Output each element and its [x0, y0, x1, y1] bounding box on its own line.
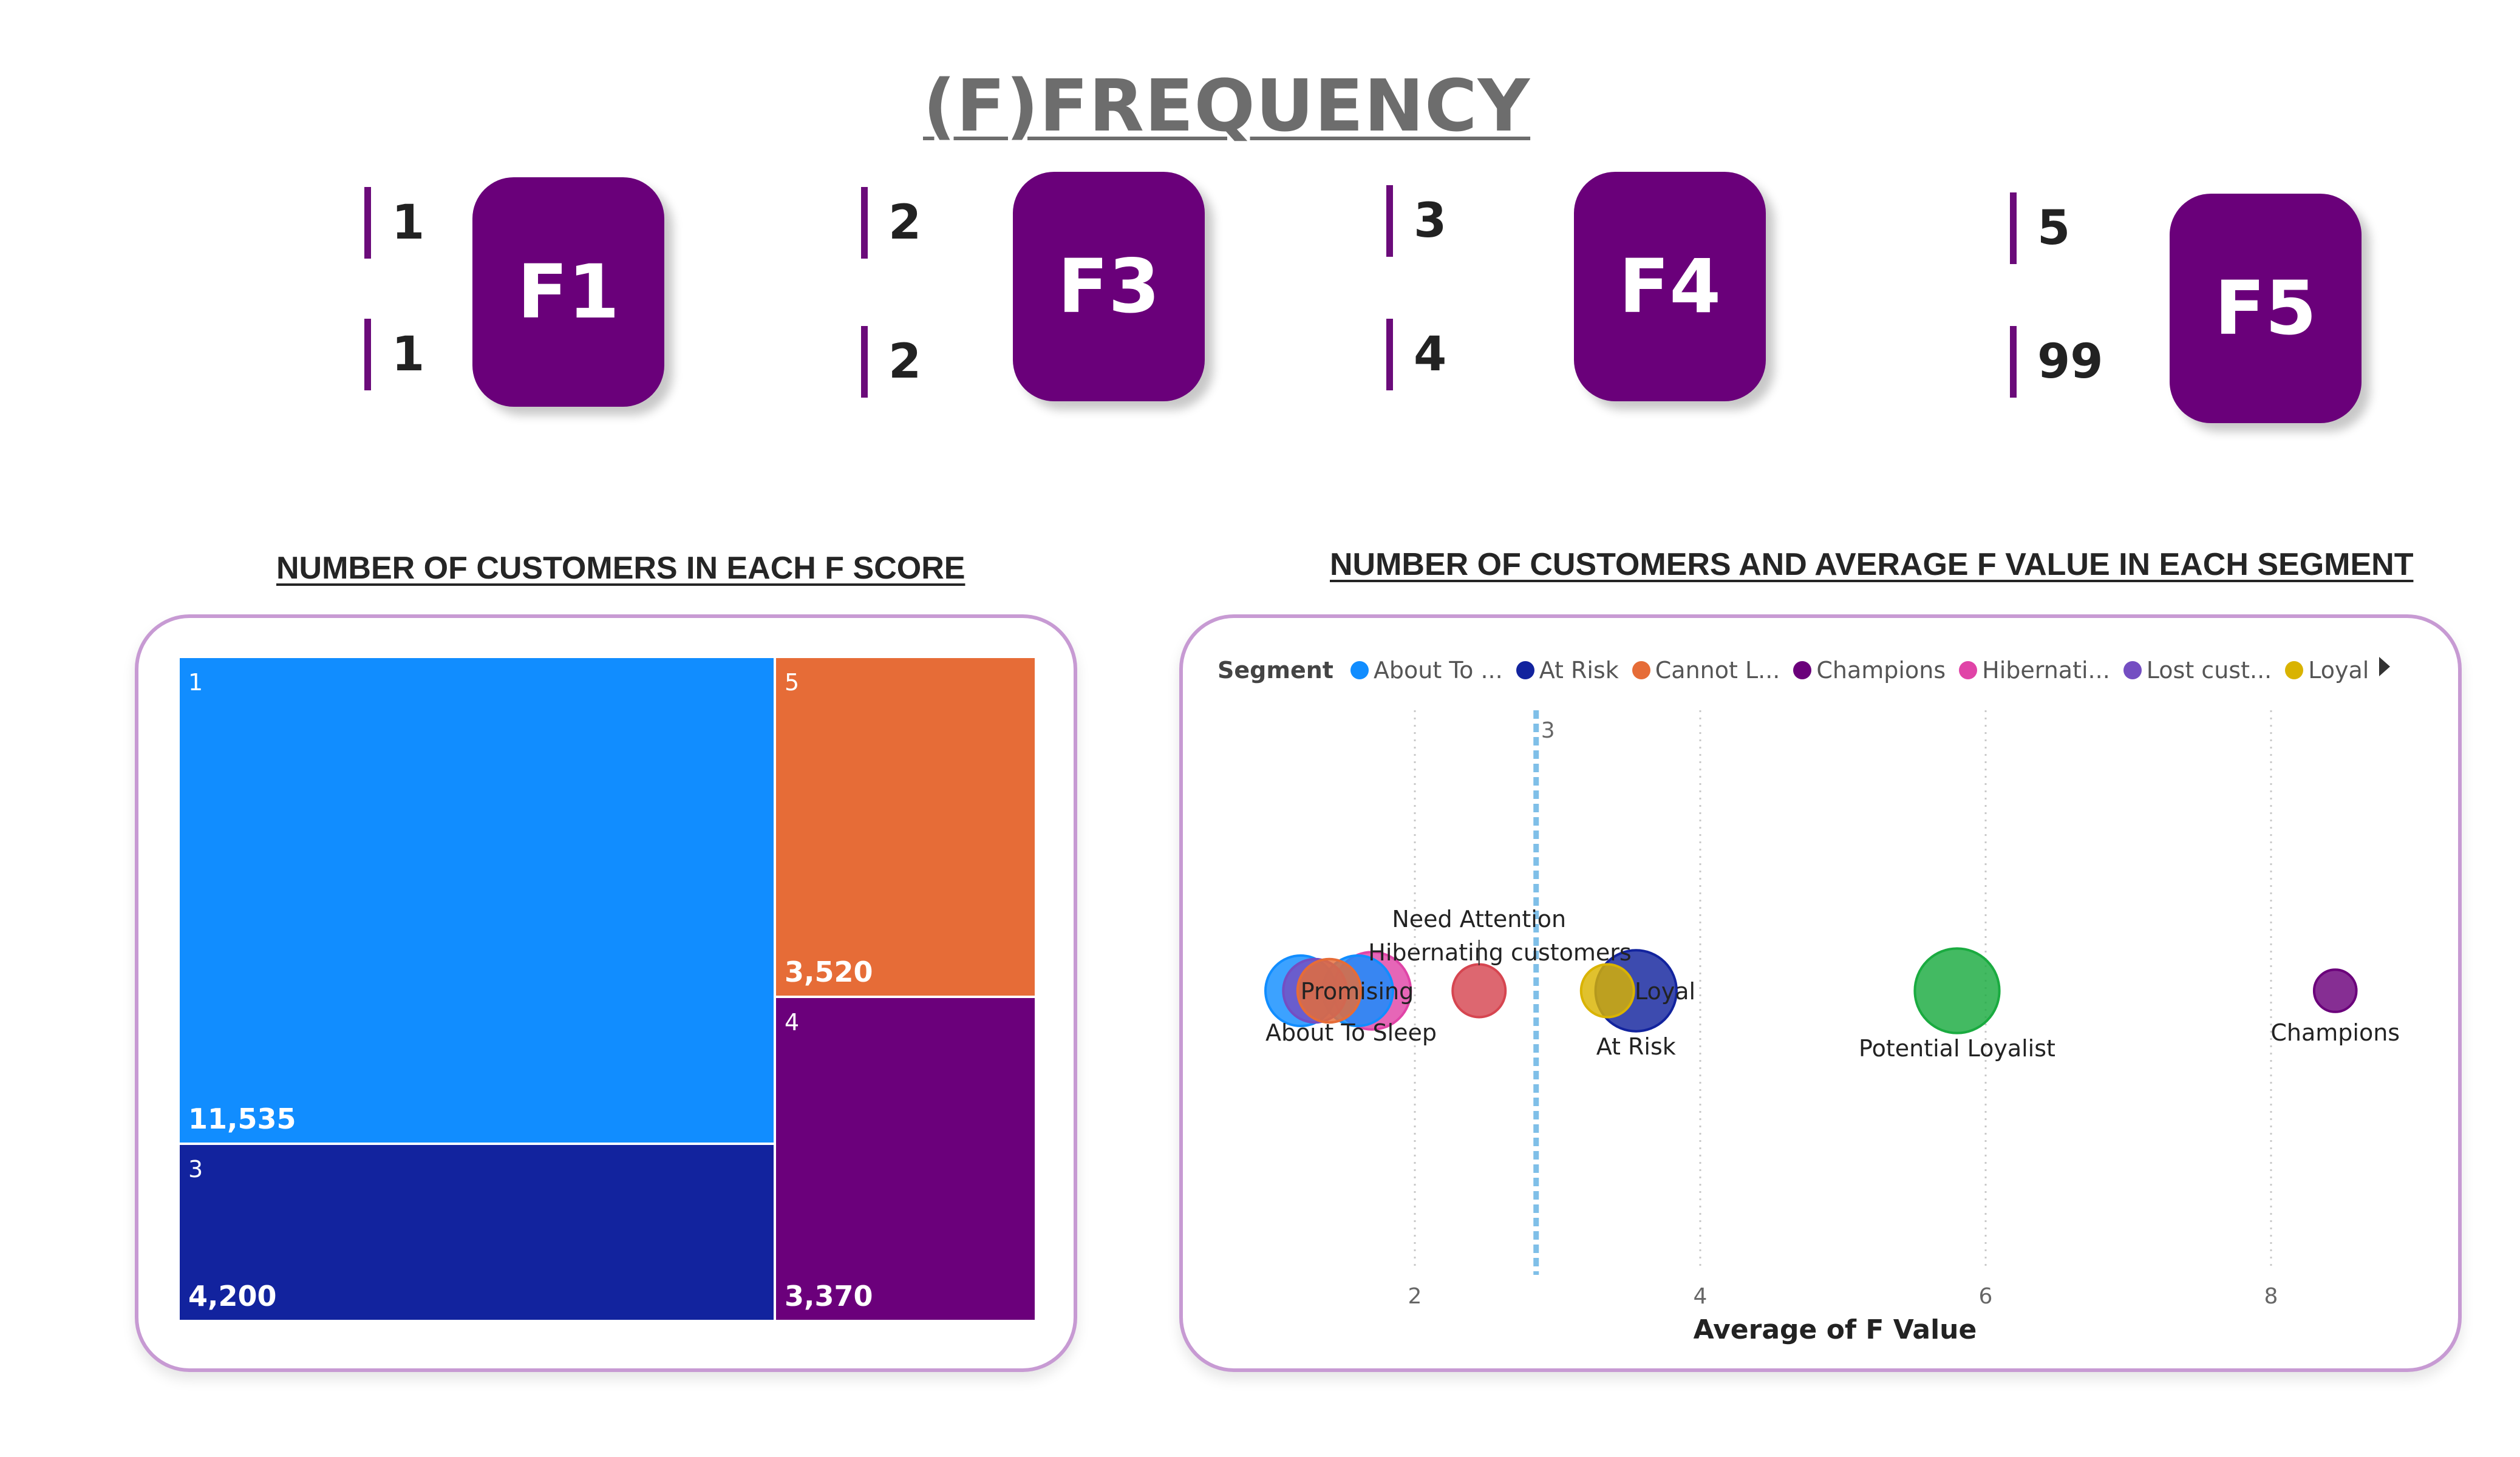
legend-label: Champions	[1816, 657, 1946, 684]
f-score-card: F1	[472, 177, 664, 407]
legend-next-arrow-icon[interactable]	[2379, 657, 2390, 676]
treemap-cell[interactable]: 1 11,535	[177, 656, 776, 1145]
point-label: Need Attention	[1392, 906, 1566, 932]
scatter-point	[2312, 968, 2358, 1013]
treemap-cell-value: 3,520	[785, 956, 873, 988]
treemap-cell[interactable]: 5 3,520	[774, 656, 1037, 998]
legend-label: At Risk	[1539, 657, 1619, 684]
legend-label: Loyal	[2308, 657, 2369, 684]
range-bar-min	[1386, 185, 1393, 257]
legend-dot	[1793, 661, 1812, 679]
treemap-cell-label: 3	[188, 1156, 203, 1183]
range-max-value: 99	[2037, 335, 2103, 389]
x-tick-label: 8	[2264, 1284, 2278, 1309]
point-label: Champions	[2270, 1019, 2400, 1046]
f-score-card: F3	[1013, 172, 1205, 401]
legend-item[interactable]: Cannot L...	[1632, 657, 1780, 684]
point-label: Promising	[1301, 978, 1414, 1005]
range-bar-min	[364, 187, 371, 259]
scatter-point	[1451, 963, 1507, 1019]
legend-title: Segment	[1217, 657, 1333, 684]
legend-item[interactable]: Loyal	[2285, 657, 2369, 684]
point-label: Loyal	[1635, 978, 1695, 1005]
range-min-value: 1	[392, 195, 425, 250]
legend-item[interactable]: Hibernati...	[1959, 657, 2110, 684]
treemap-cell-label: 1	[188, 669, 203, 696]
treemap-cell-value: 3,370	[785, 1280, 873, 1313]
treemap-title: NUMBER OF CUSTOMERS IN EACH F SCORE	[276, 551, 965, 586]
range-min-value: 2	[888, 195, 922, 250]
legend-item[interactable]: Champions	[1793, 657, 1946, 684]
treemap-cell-value: 4,200	[188, 1280, 277, 1313]
treemap-cell-label: 4	[785, 1009, 800, 1036]
legend-label: Lost cust...	[2146, 657, 2272, 684]
legend-item[interactable]: About To ...	[1350, 657, 1503, 684]
legend-label: About To ...	[1373, 657, 1503, 684]
point-label: Potential Loyalist	[1859, 1035, 2055, 1062]
x-axis-title: Average of F Value	[1694, 1314, 1977, 1345]
treemap-cell-value: 11,535	[188, 1102, 296, 1135]
range-min-value: 3	[1414, 194, 1447, 248]
range-bar-max	[861, 326, 868, 398]
page-title: (F)FREQUENCY	[923, 64, 1531, 148]
range-bar-min	[2010, 192, 2017, 264]
scatter-point	[1913, 947, 2001, 1034]
range-min-value: 5	[2037, 201, 2071, 256]
legend-item[interactable]: Lost cust...	[2123, 657, 2272, 684]
f-score-card: F5	[2170, 194, 2362, 423]
point-label: At Risk	[1596, 1033, 1676, 1060]
x-tick-label: 4	[1694, 1284, 1708, 1309]
legend-item[interactable]: At Risk	[1516, 657, 1619, 684]
scatter-point	[1579, 963, 1635, 1019]
x-tick-label: 6	[1979, 1284, 1993, 1309]
legend-dot	[1632, 661, 1650, 679]
range-max-value: 4	[1414, 327, 1447, 382]
f-score-card: F4	[1574, 172, 1766, 401]
treemap-cell-label: 5	[785, 669, 800, 696]
legend-label: Cannot L...	[1655, 657, 1780, 684]
range-max-value: 2	[888, 335, 922, 389]
range-bar-max	[364, 319, 371, 390]
range-bar-max	[2010, 326, 2017, 398]
range-bar-max	[1386, 319, 1393, 390]
segment-legend: Segment About To ... At Risk Cannot L... Ch…	[1217, 652, 2382, 688]
treemap-cell[interactable]: 4 3,370	[774, 996, 1037, 1322]
treemap-cell[interactable]: 3 4,200	[177, 1143, 776, 1322]
range-bar-min	[861, 187, 868, 259]
scatter-title: NUMBER OF CUSTOMERS AND AVERAGE F VALUE …	[1330, 547, 2414, 582]
scatter-point	[1296, 957, 1363, 1024]
reference-line-label: 3	[1541, 718, 1555, 743]
range-max-value: 1	[392, 327, 425, 382]
legend-dot	[1516, 661, 1534, 679]
legend-dot	[2123, 661, 2142, 679]
x-tick-label: 2	[1408, 1284, 1422, 1309]
point-label: Hibernating customers	[1368, 939, 1631, 966]
legend-label: Hibernati...	[1982, 657, 2110, 684]
legend-dot	[1350, 661, 1369, 679]
legend-dot	[2285, 661, 2304, 679]
legend-dot	[1959, 661, 1978, 679]
point-label: About To Sleep	[1265, 1019, 1437, 1046]
